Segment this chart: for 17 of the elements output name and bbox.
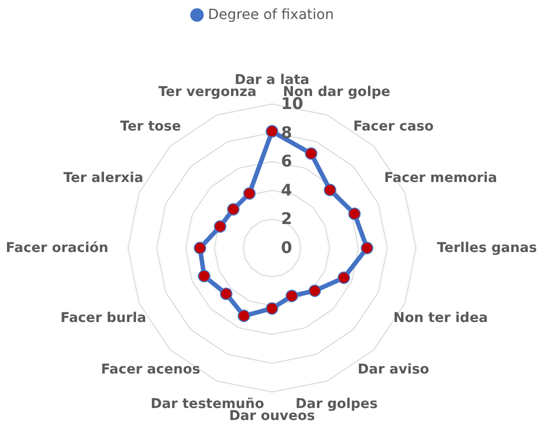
spoke-label: Ter tose <box>120 118 181 135</box>
y-tick-label: 2 <box>281 209 292 228</box>
spoke-label: Ter alerxia <box>63 170 144 186</box>
legend-label: Degree of fixation <box>208 7 334 23</box>
y-tick-label: 4 <box>281 180 292 200</box>
spoke-label: Facer caso <box>353 118 434 135</box>
spoke-label: Dar aviso <box>358 361 430 378</box>
spoke-label: Non ter idea <box>393 310 488 326</box>
y-tick-label: 8 <box>281 122 292 142</box>
spoke-label: Terlles ganas <box>436 240 537 256</box>
spoke-label: Facer memoria <box>384 170 498 186</box>
spoke-label: Ter vergonza <box>158 84 256 100</box>
spoke-label: Facer acenos <box>100 361 200 378</box>
spoke-label: Facer burla <box>60 310 146 326</box>
spoke-label: Facer oración <box>6 240 108 256</box>
y-tick-label: 6 <box>281 152 292 171</box>
y-tick-label: 0 <box>281 238 292 257</box>
